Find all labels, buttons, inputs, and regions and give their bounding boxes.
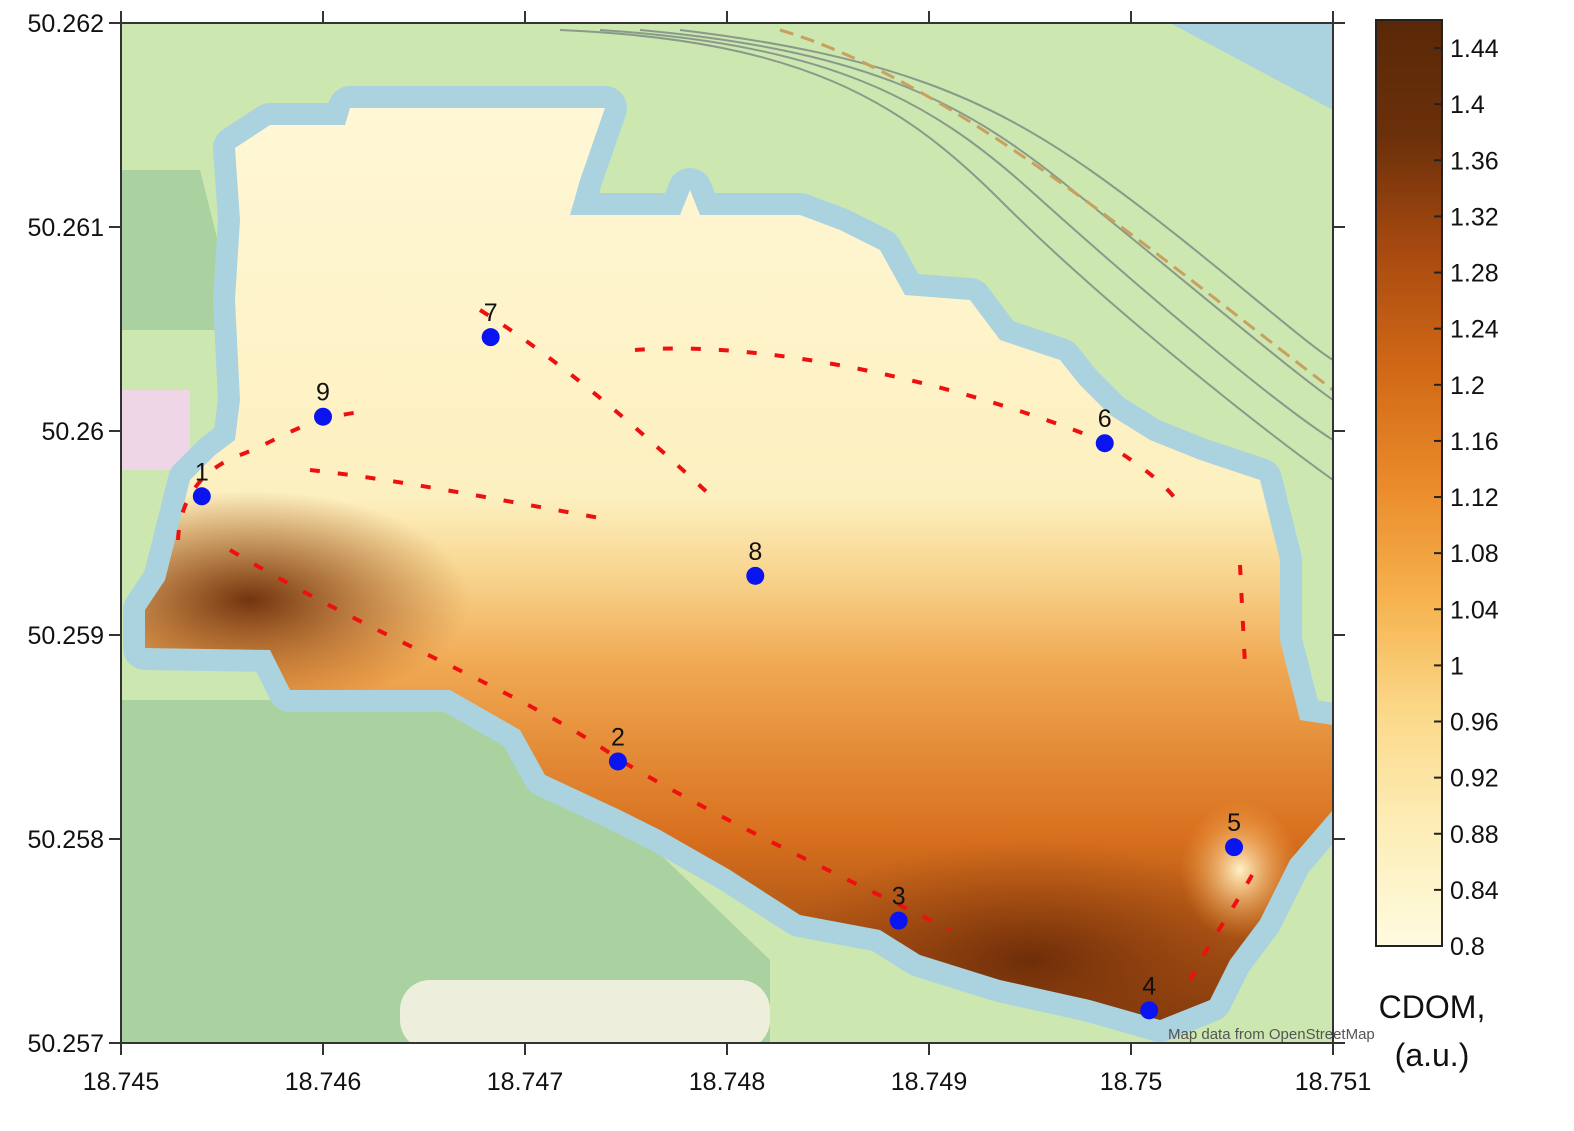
- contour-lines: [559, 29, 1333, 481]
- colorbar-tick-label: 1.2: [1450, 372, 1485, 400]
- point-label: 5: [1227, 809, 1241, 837]
- x-tick-label: 18.745: [83, 1068, 159, 1096]
- colorbar-tick-label: 1.04: [1450, 596, 1499, 624]
- colorbar-tick-label: 1.32: [1450, 203, 1499, 231]
- x-tick-label: 18.75: [1100, 1068, 1163, 1096]
- basemap: [121, 23, 1333, 1043]
- colorbar-tick-label: 0.92: [1450, 765, 1499, 793]
- x-tick-label: 18.748: [689, 1068, 765, 1096]
- y-tick-label: 50.259: [28, 622, 104, 650]
- x-tick-label: 18.749: [891, 1068, 967, 1096]
- colorbar-label: (a.u.): [1395, 1037, 1470, 1073]
- cdom-high: [145, 490, 470, 710]
- colorbar-tick-label: 0.88: [1450, 821, 1499, 849]
- point-label: 6: [1098, 405, 1112, 433]
- y-tick-label: 50.26: [41, 418, 104, 446]
- sampling-point: [314, 407, 332, 426]
- colorbar-tick-label: 1.12: [1450, 484, 1499, 512]
- point-label: 4: [1142, 972, 1156, 1000]
- sampling-point: [1095, 434, 1114, 453]
- colorbar-tick-label: 1.4: [1450, 91, 1485, 119]
- river: [1170, 23, 1333, 110]
- point-label: 9: [316, 379, 330, 407]
- x-tick-label: 18.751: [1295, 1068, 1371, 1096]
- survey-tracks: [176, 308, 1262, 981]
- colorbar-tick-label: 1.24: [1450, 316, 1499, 344]
- colorbar-tick-label: 1.16: [1450, 428, 1499, 456]
- colorbar: [1375, 19, 1443, 947]
- x-tick-label: 18.746: [285, 1068, 361, 1096]
- x-tick-label: 18.747: [487, 1068, 563, 1096]
- point-label: 3: [892, 883, 906, 911]
- colorbar-tick-label: 0.8: [1450, 933, 1485, 961]
- attribution: Map data from OpenStreetMap: [1168, 1026, 1375, 1043]
- colorbar-tick-label: 0.96: [1450, 709, 1499, 737]
- sampling-point: [1225, 838, 1244, 857]
- sampling-point: [608, 752, 627, 771]
- point-label: 1: [195, 458, 209, 486]
- y-tick-label: 50.257: [28, 1030, 104, 1058]
- field: [400, 980, 770, 1043]
- forest: [121, 700, 770, 1043]
- sampling-point: [746, 566, 765, 585]
- colorbar-tick-label: 0.84: [1450, 877, 1499, 905]
- colorbar-tick-label: 1.44: [1450, 35, 1499, 63]
- point-label: 7: [484, 299, 498, 327]
- sampling-point: [192, 487, 211, 506]
- point-label: 8: [748, 538, 762, 566]
- sampling-point: [1140, 1001, 1159, 1020]
- building-area: [121, 390, 190, 470]
- colorbar-tick-label: 1.28: [1450, 260, 1499, 288]
- colorbar-tick-label: 1.08: [1450, 540, 1499, 568]
- road: [779, 28, 1333, 392]
- y-tick-label: 50.262: [28, 10, 104, 38]
- y-tick-label: 50.258: [28, 826, 104, 854]
- y-tick-label: 50.261: [28, 214, 104, 242]
- forest: [121, 170, 240, 330]
- colorbar-tick-label: 1: [1450, 652, 1464, 680]
- sampling-point: [889, 911, 908, 930]
- colorbar-label: CDOM,: [1379, 989, 1486, 1025]
- colorbar-tick-label: 1.36: [1450, 147, 1499, 175]
- sampling-point: [481, 328, 500, 347]
- cdom-high: [770, 840, 1290, 1020]
- point-label: 2: [611, 723, 625, 751]
